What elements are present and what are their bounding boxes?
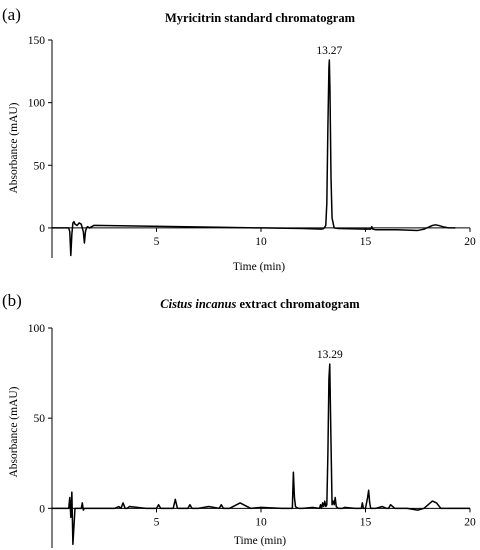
y-axis-label-a: Absorbance (mAU) — [8, 102, 20, 193]
x-tick-label: 20 — [464, 516, 476, 528]
axes-a: 0 50 100 150 5 10 15 20 — [28, 35, 476, 258]
y-tick-label: 100 — [28, 323, 46, 335]
y-tick-label: 50 — [34, 160, 46, 172]
x-tick-label: 15 — [360, 516, 372, 528]
series-line — [52, 59, 456, 257]
chart-panel-b: (b) Cistus incanus extract chromatogram … — [2, 291, 476, 548]
peak-label: 13.29 — [317, 349, 343, 361]
chart-panel-a: (a) Myricitrin standard chromatogram Abs… — [2, 5, 476, 273]
x-tick-label: 10 — [255, 516, 267, 528]
y-tick-label: 0 — [39, 503, 45, 515]
x-tick-label: 5 — [154, 516, 160, 528]
y-tick-label: 0 — [39, 223, 45, 235]
chart-title-a: Myricitrin standard chromatogram — [165, 11, 356, 25]
x-tick-label: 20 — [464, 236, 476, 248]
plot-area-b: 13.29 — [52, 349, 470, 546]
y-tick-label: 50 — [34, 413, 46, 425]
y-axis-label-b: Absorbance (mAU) — [8, 386, 20, 477]
x-tick-label: 10 — [255, 236, 267, 248]
x-tick-label: 5 — [154, 236, 160, 248]
axes-b: 0 50 100 5 10 15 20 — [28, 323, 476, 548]
y-tick-label: 100 — [28, 98, 46, 110]
chart-title-b: Cistus incanus extract chromatogram — [160, 297, 360, 311]
chart-title-b-rest: extract chromatogram — [236, 297, 360, 311]
chart-title-b-italic: Cistus incanus — [160, 297, 236, 311]
peak-label: 13.27 — [316, 45, 342, 57]
x-axis-label-b: Time (min) — [234, 535, 286, 547]
panel-label-a: (a) — [2, 5, 21, 24]
x-axis-label-a: Time (min) — [233, 261, 285, 273]
plot-area-a: 13.27 — [52, 45, 456, 257]
x-tick-label: 15 — [360, 236, 372, 248]
panel-label-b: (b) — [2, 291, 22, 310]
y-tick-label: 150 — [28, 35, 46, 47]
series-line — [52, 363, 470, 546]
